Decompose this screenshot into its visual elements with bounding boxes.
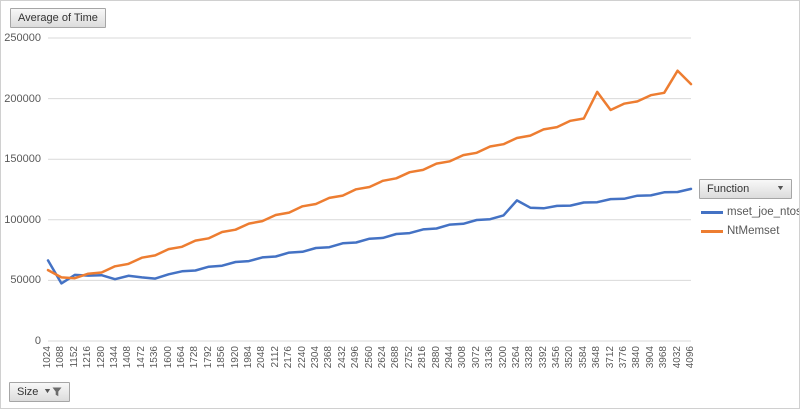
x-tick-label: 2240 xyxy=(296,346,308,369)
filter-dropdown-icon: ▼ xyxy=(43,385,62,399)
y-tick-label: 200000 xyxy=(4,92,41,105)
x-tick-label: 2048 xyxy=(256,346,268,369)
x-tick-label: 1408 xyxy=(122,346,134,369)
x-tick-label: 2560 xyxy=(363,346,375,369)
axis-field-button-label: Size xyxy=(17,386,39,398)
y-tick-label: 150000 xyxy=(4,153,41,166)
x-tick-label: 2368 xyxy=(323,346,335,369)
value-field-button[interactable]: Average of Time xyxy=(10,8,106,28)
x-tick-label: 2944 xyxy=(443,346,455,369)
x-tick-label: 3840 xyxy=(631,346,643,369)
x-tick-label: 2624 xyxy=(376,346,388,369)
x-tick-label: 3008 xyxy=(457,346,469,369)
x-tick-label: 1792 xyxy=(202,346,214,369)
chevron-down-icon: ▼ xyxy=(43,388,53,395)
y-axis-labels: 0 50000 100000 150000 200000 250000 xyxy=(1,1,42,408)
x-tick-label: 2304 xyxy=(309,346,321,369)
x-tick-label: 2880 xyxy=(430,346,442,369)
x-tick-label: 3968 xyxy=(658,346,670,369)
x-tick-label: 3520 xyxy=(564,346,576,369)
legend-item-label: mset_joe_ntos xyxy=(727,206,800,218)
x-tick-label: 1600 xyxy=(162,346,174,369)
legend-item[interactable]: NtMemset xyxy=(701,225,797,237)
chevron-down-icon: ▼ xyxy=(776,185,786,192)
x-tick-label: 3904 xyxy=(644,346,656,369)
value-field-button-label: Average of Time xyxy=(18,12,98,24)
x-tick-label: 3200 xyxy=(497,346,509,369)
legend-item[interactable]: mset_joe_ntos xyxy=(701,206,800,218)
legend-item-label: NtMemset xyxy=(727,225,780,237)
x-tick-label: 1728 xyxy=(189,346,201,369)
series-line-NtMemset xyxy=(46,69,693,280)
x-tick-label: 1856 xyxy=(216,346,228,369)
x-tick-label: 2688 xyxy=(390,346,402,369)
x-tick-label: 3328 xyxy=(524,346,536,369)
x-tick-label: 1280 xyxy=(95,346,107,369)
x-tick-label: 1664 xyxy=(176,346,187,369)
x-tick-label: 2176 xyxy=(283,346,295,369)
x-tick-label: 1344 xyxy=(109,346,120,369)
x-tick-label: 3264 xyxy=(510,346,522,369)
x-tick-label: 3776 xyxy=(618,346,629,369)
x-tick-label: 2816 xyxy=(417,346,429,369)
legend-field-button-label: Function xyxy=(707,183,750,195)
x-tick-label: 2752 xyxy=(403,346,415,369)
y-tick-label: 250000 xyxy=(4,32,41,44)
x-tick-label: 1472 xyxy=(135,346,147,369)
x-tick-label: 2432 xyxy=(336,346,348,369)
x-tick-label: 3072 xyxy=(470,346,482,369)
x-tick-label: 1088 xyxy=(55,346,67,369)
x-tick-label: 4096 xyxy=(685,346,696,369)
filter-funnel-icon xyxy=(52,387,62,397)
x-tick-label: 3584 xyxy=(577,346,589,369)
x-tick-label: 3456 xyxy=(551,346,562,369)
legend-swatch-mset-joe-ntos xyxy=(701,210,723,214)
x-tick-label: 3712 xyxy=(604,346,616,369)
y-tick-label: 50000 xyxy=(10,274,41,287)
y-tick-label: 100000 xyxy=(4,213,41,226)
x-tick-label: 3392 xyxy=(537,346,549,369)
x-tick-label: 1920 xyxy=(229,346,241,369)
x-tick-label: 2112 xyxy=(269,346,281,368)
x-tick-label: 3136 xyxy=(484,346,496,369)
legend-field-button-function[interactable]: Function ▼ xyxy=(699,179,792,199)
x-tick-label: 1984 xyxy=(242,346,254,369)
x-tick-label: 1216 xyxy=(82,346,94,369)
x-tick-label: 3648 xyxy=(591,346,603,369)
x-tick-label: 1024 xyxy=(42,346,53,369)
legend: mset_joe_ntos NtMemset xyxy=(697,199,800,237)
y-tick-label: 0 xyxy=(34,335,41,347)
x-tick-label: 2496 xyxy=(350,346,362,369)
x-tick-label: 1536 xyxy=(149,346,161,369)
series-line-mset_joe_ntos xyxy=(46,187,693,285)
x-tick-label: 1152 xyxy=(68,346,80,368)
axis-field-button-size[interactable]: Size ▼ xyxy=(9,382,71,402)
x-tick-label: 4032 xyxy=(671,346,683,369)
legend-swatch-ntmemset xyxy=(701,229,723,233)
